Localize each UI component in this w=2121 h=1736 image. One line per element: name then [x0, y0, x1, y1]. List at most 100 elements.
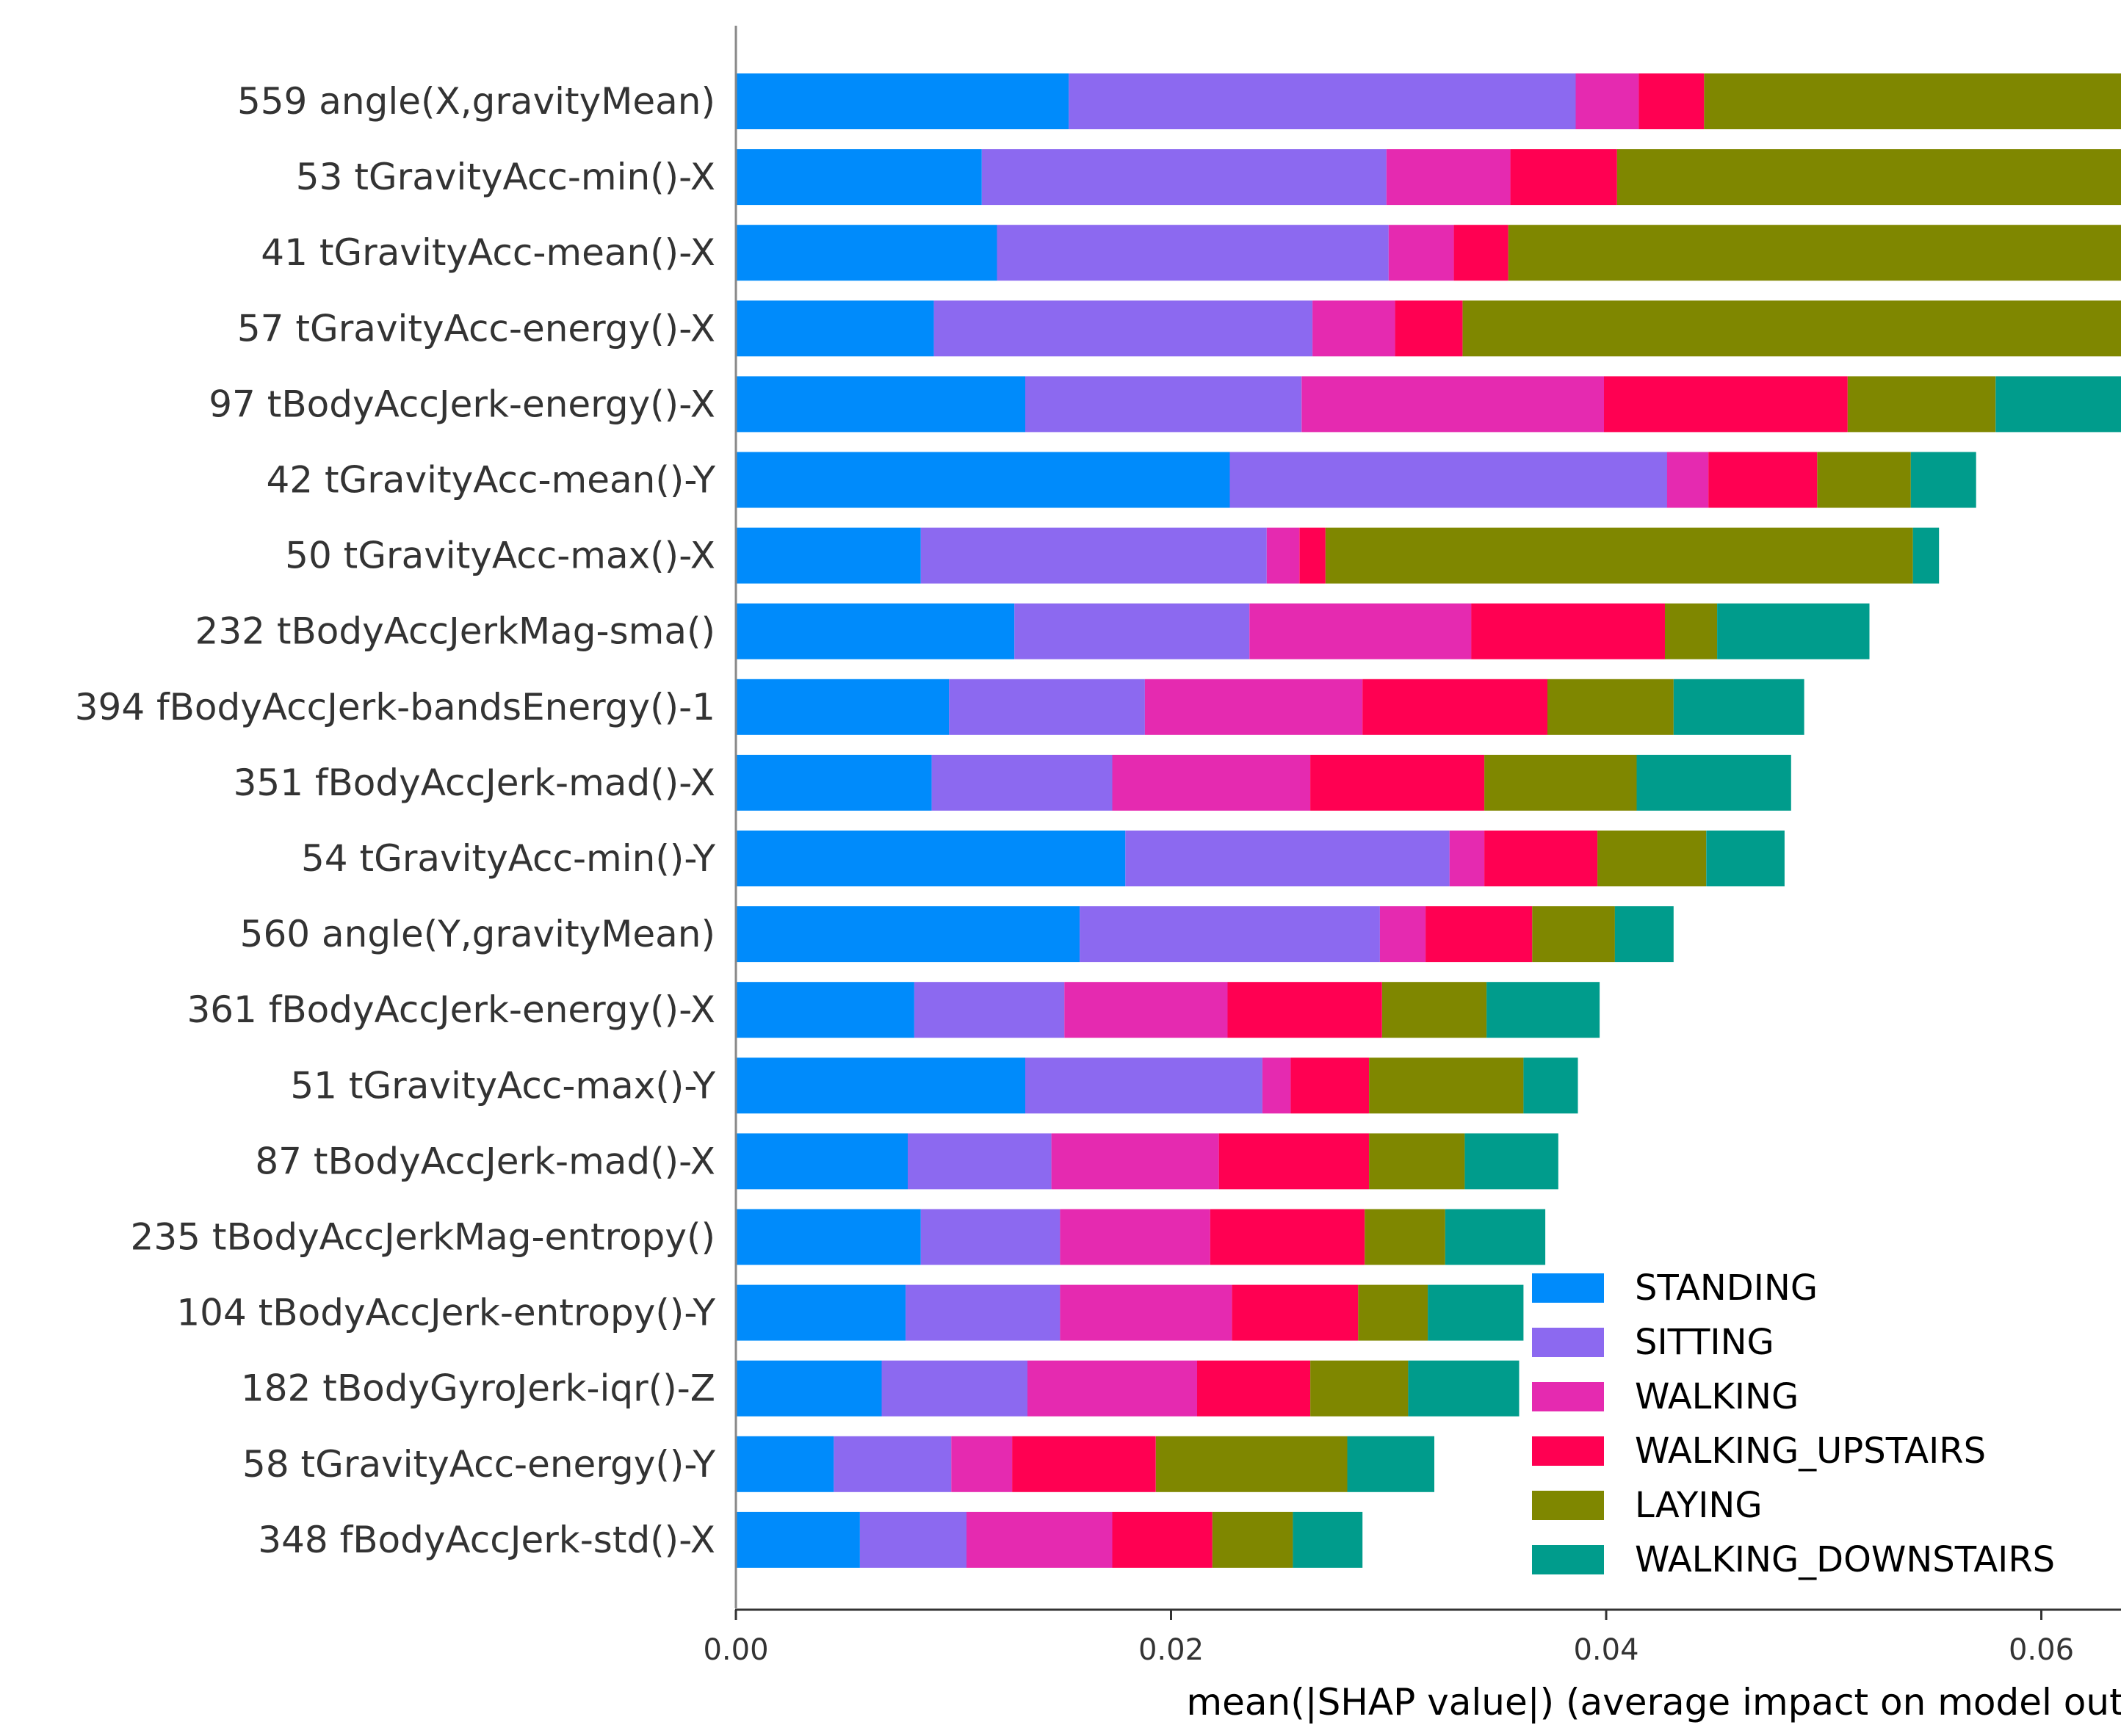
- legend-label: STANDING: [1635, 1267, 1818, 1309]
- bar-segment-walking: [1249, 603, 1472, 659]
- y-tick-label: 560 angle(Y,gravityMean): [240, 913, 715, 955]
- legend-label: WALKING_UPSTAIRS: [1635, 1431, 1986, 1472]
- legend-label: SITTING: [1635, 1322, 1774, 1363]
- bar-segment-walking: [1266, 527, 1300, 584]
- bar-segment-walking-upstairs: [1299, 527, 1326, 584]
- bar-segment-standing: [736, 831, 1126, 886]
- y-tick-label: 351 fBodyAccJerk-mad()-X: [234, 762, 715, 804]
- bar-segment-laying: [1508, 225, 2121, 281]
- y-tick-label: 41 tGravityAcc-mean()-X: [261, 231, 715, 274]
- bar-segment-walking: [966, 1511, 1113, 1568]
- y-tick-label: 87 tBodyAccJerk-mad()-X: [255, 1140, 715, 1182]
- bar-segment-walking-upstairs: [1395, 300, 1463, 357]
- bar-segment-walking-downstairs: [1717, 603, 1870, 659]
- bar-segment-walking: [1262, 1057, 1291, 1114]
- bar-segment-walking: [1575, 73, 1639, 129]
- y-tick-label: 58 tGravityAcc-energy()-Y: [242, 1443, 715, 1486]
- bar-segment-sitting: [1025, 1057, 1262, 1114]
- bar-segment-standing: [736, 603, 1015, 659]
- bar-segment-sitting: [908, 1133, 1052, 1190]
- bar-segment-standing: [736, 1133, 908, 1190]
- bar-segment-walking-downstairs: [1293, 1511, 1363, 1568]
- bar-segment-walking: [1060, 1209, 1210, 1265]
- bar-segment-walking: [951, 1436, 1013, 1492]
- bar-segment-walking-downstairs: [1706, 831, 1785, 886]
- y-tick-label: 97 tBodyAccJerk-energy()-X: [209, 383, 715, 425]
- bar-segment-walking: [1449, 831, 1485, 886]
- bar-segment-sitting: [834, 1436, 952, 1492]
- bar-segment-laying: [1817, 452, 1911, 508]
- bar-segment-walking-upstairs: [1290, 1057, 1369, 1114]
- bar-segment-walking: [1112, 754, 1311, 811]
- bar-segment-standing: [736, 149, 982, 206]
- bar-segment-walking-downstairs: [1523, 1057, 1578, 1114]
- bar-segment-sitting: [1229, 452, 1667, 508]
- x-tick-label: 0.00: [703, 1633, 768, 1667]
- bar-segment-standing: [736, 527, 921, 584]
- bar-segment-walking-upstairs: [1197, 1360, 1310, 1417]
- x-tick-label: 0.04: [1573, 1633, 1638, 1667]
- bar-segment-walking-upstairs: [1638, 73, 1705, 129]
- bar-segment-standing: [736, 1511, 860, 1568]
- y-tick-label: 232 tBodyAccJerkMag-sma(): [195, 610, 715, 653]
- y-tick-label: 50 tGravityAcc-max()-X: [285, 535, 715, 577]
- y-tick-label: 54 tGravityAcc-min()-Y: [301, 837, 715, 880]
- y-tick-label: 348 fBodyAccJerk-std()-X: [258, 1519, 715, 1561]
- legend-label: WALKING_DOWNSTAIRS: [1635, 1539, 2055, 1580]
- bar-segment-sitting: [949, 679, 1145, 735]
- bar-segment-walking-downstairs: [1408, 1360, 1520, 1417]
- bars-group: [736, 73, 2121, 1568]
- bar-segment-sitting: [881, 1360, 1027, 1417]
- bar-segment-walking: [1060, 1284, 1232, 1341]
- bar-segment-walking-upstairs: [1453, 225, 1508, 281]
- bar-segment-walking-upstairs: [1708, 452, 1818, 508]
- y-tick-label: 394 fBodyAccJerk-bandsEnergy()-1: [75, 686, 715, 728]
- bar-segment-walking-upstairs: [1484, 831, 1598, 886]
- bar-segment-walking-downstairs: [1673, 679, 1804, 735]
- bar-segment-walking-downstairs: [1464, 1133, 1558, 1190]
- bar-segment-walking: [1051, 1133, 1219, 1190]
- legend-label: LAYING: [1635, 1485, 1763, 1526]
- bar-segment-walking: [1301, 376, 1605, 433]
- bar-segment-sitting: [1014, 603, 1250, 659]
- bar-segment-laying: [1616, 149, 2121, 206]
- bar-segment-walking-downstairs: [1486, 982, 1600, 1038]
- bar-segment-laying: [1597, 831, 1707, 886]
- legend-swatch-standing: [1532, 1273, 1604, 1303]
- bar-segment-laying: [1365, 1209, 1445, 1265]
- legend-label: WALKING: [1635, 1376, 1799, 1417]
- bar-segment-standing: [736, 982, 914, 1038]
- bar-segment-walking-upstairs: [1471, 603, 1665, 659]
- bar-segment-laying: [1212, 1511, 1293, 1568]
- legend-swatch-walking-downstairs: [1532, 1545, 1604, 1574]
- bar-segment-walking-upstairs: [1210, 1209, 1365, 1265]
- bar-segment-walking-downstairs: [1910, 452, 1976, 508]
- y-tick-label: 182 tBodyGyroJerk-iqr()-Z: [241, 1367, 715, 1410]
- bar-segment-standing: [736, 1284, 906, 1341]
- bar-segment-laying: [1532, 906, 1615, 963]
- bar-segment-walking-upstairs: [1362, 679, 1547, 735]
- y-tick-label: 559 angle(X,gravityMean): [237, 80, 715, 123]
- bar-segment-walking-upstairs: [1012, 1436, 1156, 1492]
- bar-segment-walking: [1027, 1360, 1198, 1417]
- bar-segment-walking-downstairs: [1445, 1209, 1546, 1265]
- bar-segment-laying: [1325, 527, 1913, 584]
- bar-segment-walking-upstairs: [1232, 1284, 1359, 1341]
- bar-segment-sitting: [859, 1511, 967, 1568]
- bar-segment-walking-upstairs: [1604, 376, 1848, 433]
- bar-segment-walking-downstairs: [1636, 754, 1791, 811]
- x-tick-label: 0.02: [1138, 1633, 1204, 1667]
- bar-segment-walking: [1312, 300, 1395, 357]
- bar-segment-laying: [1369, 1057, 1524, 1114]
- y-tick-label: 361 fBodyAccJerk-energy()-X: [187, 988, 715, 1031]
- bar-segment-laying: [1358, 1284, 1428, 1341]
- bar-segment-laying: [1484, 754, 1637, 811]
- bar-segment-standing: [736, 1057, 1025, 1114]
- bar-segment-sitting: [920, 1209, 1060, 1265]
- bar-segment-laying: [1847, 376, 1996, 433]
- bar-segment-laying: [1704, 73, 2121, 129]
- bar-segment-laying: [1381, 982, 1487, 1038]
- bar-segment-standing: [736, 906, 1080, 963]
- bar-segment-sitting: [931, 754, 1113, 811]
- bar-segment-standing: [736, 754, 932, 811]
